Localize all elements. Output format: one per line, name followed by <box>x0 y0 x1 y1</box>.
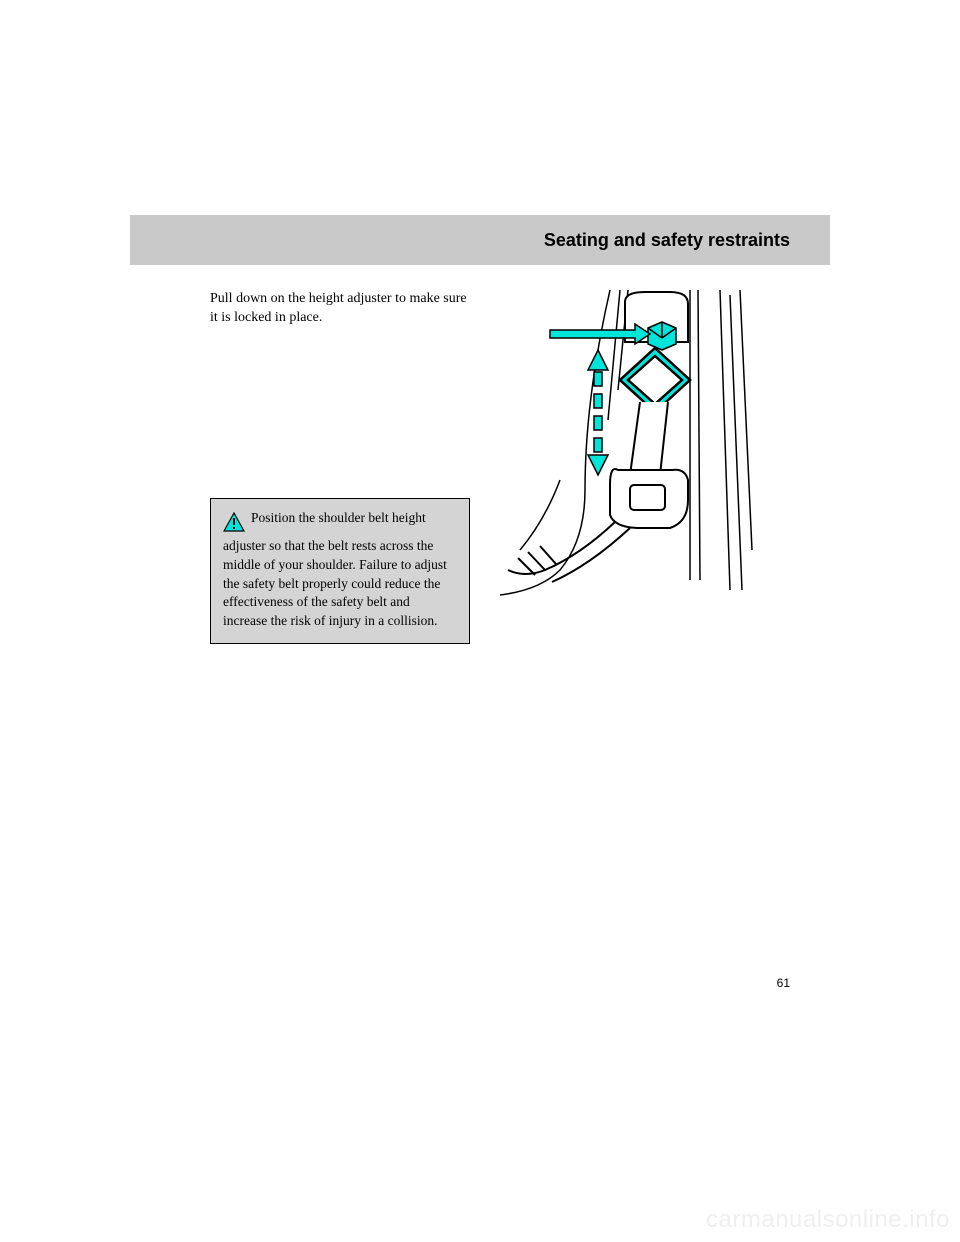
warning-callout: Position the shoulder belt height adjust… <box>210 498 470 644</box>
watermark-text: carmanualsonline.info <box>706 1206 950 1234</box>
page-number: 61 <box>777 976 790 990</box>
warning-text: Position the shoulder belt height adjust… <box>223 510 447 628</box>
seatbelt-adjuster-diagram <box>490 290 770 600</box>
section-header-bar: Seating and safety restraints <box>130 215 830 265</box>
section-title: Seating and safety restraints <box>544 230 790 251</box>
two-column-layout: Pull down on the height adjuster to make… <box>210 290 770 644</box>
page-content: Pull down on the height adjuster to make… <box>210 290 770 644</box>
right-column <box>490 290 770 644</box>
manual-page: Seating and safety restraints Pull down … <box>130 130 830 1110</box>
warning-triangle-icon <box>223 512 245 538</box>
left-column: Pull down on the height adjuster to make… <box>210 290 470 644</box>
intro-paragraph: Pull down on the height adjuster to make… <box>210 290 470 328</box>
